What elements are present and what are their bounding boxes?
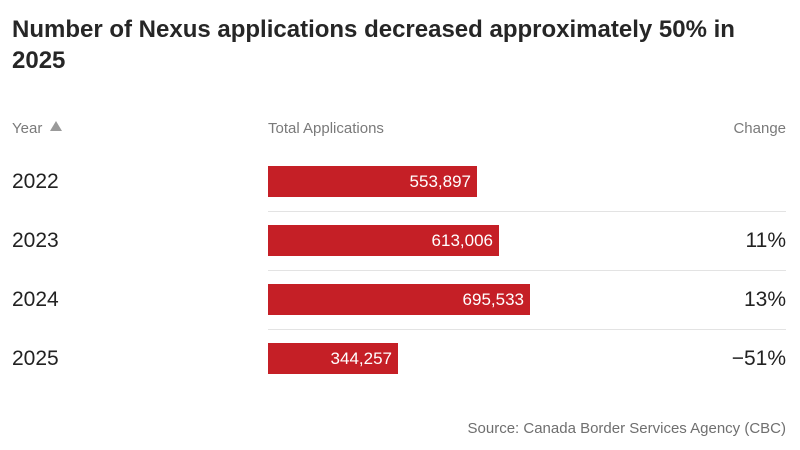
bar-value-label: 613,006 — [431, 231, 493, 250]
bar: 553,897 — [268, 166, 477, 197]
year-header-label: Year — [12, 120, 43, 137]
row-divider — [268, 329, 786, 330]
change-value: 13% — [743, 288, 786, 311]
row-divider — [268, 270, 786, 271]
bar: 695,533 — [268, 284, 530, 315]
year-column-header[interactable]: Year — [12, 120, 63, 137]
change-value: 11% — [745, 229, 786, 252]
bar-value-label: 344,257 — [330, 349, 392, 368]
total-applications-column-header: Total Applications — [268, 120, 384, 137]
sort-ascending-icon[interactable] — [50, 121, 63, 131]
change-value: −51% — [731, 347, 786, 370]
table-header: Year Total Applications Change — [0, 120, 800, 140]
year-label: 2025 — [12, 347, 59, 370]
table-row: 2023 613,006 11% — [0, 212, 800, 271]
row-divider — [268, 211, 786, 212]
bar: 613,006 — [268, 225, 499, 256]
bar: 344,257 — [268, 343, 398, 374]
year-label: 2024 — [12, 288, 59, 311]
bar-value-label: 553,897 — [409, 172, 471, 191]
table-row: 2025 344,257 −51% — [0, 330, 800, 389]
source-note: Source: Canada Border Services Agency (C… — [467, 420, 786, 437]
year-label: 2023 — [12, 229, 59, 252]
table-row: 2022 553,897 — [0, 153, 800, 212]
year-label: 2022 — [12, 170, 59, 193]
bar-value-label: 695,533 — [462, 290, 524, 309]
bar-rows: 2022 553,897 2023 613,006 11% 2024 695,533 13% 2… — [0, 153, 800, 389]
change-column-header: Change — [733, 120, 786, 137]
chart-title: Number of Nexus applications decreased a… — [12, 16, 735, 74]
table-row: 2024 695,533 13% — [0, 271, 800, 330]
